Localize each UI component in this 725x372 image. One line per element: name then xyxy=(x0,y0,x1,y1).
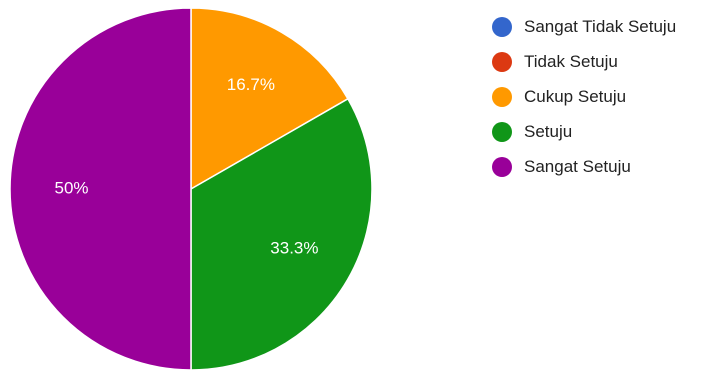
legend-item: Cukup Setuju xyxy=(492,79,676,114)
pie-slice-label: 50% xyxy=(55,178,89,197)
pie-slice-labels: 16.7% 33.3% 50% xyxy=(55,75,319,257)
legend-label: Cukup Setuju xyxy=(524,86,627,106)
legend-item: Sangat Tidak Setuju xyxy=(492,9,676,44)
pie-slice-setuju xyxy=(190,97,373,371)
legend-label: Tidak Setuju xyxy=(524,51,618,71)
legend-marker xyxy=(492,121,512,142)
pie-slices xyxy=(9,7,373,371)
legend-item: Sangat Setuju xyxy=(492,149,676,184)
pie-slice-label: 33.3% xyxy=(270,238,318,257)
pie-slice-sangat-setuju xyxy=(9,7,192,371)
pie-slice-label: 16.7% xyxy=(227,75,275,94)
legend-marker xyxy=(492,156,512,177)
legend-label: Sangat Setuju xyxy=(524,156,631,176)
legend-item: Tidak Setuju xyxy=(492,44,676,79)
legend-marker xyxy=(492,51,512,72)
legend: Sangat Tidak Setuju Tidak Setuju Cukup Set… xyxy=(492,9,676,184)
legend-label: Sangat Tidak Setuju xyxy=(524,16,677,36)
pie-slice-cukup-setuju xyxy=(190,7,349,191)
legend-item: Setuju xyxy=(492,114,676,149)
legend-marker xyxy=(492,86,512,107)
legend-marker xyxy=(492,16,512,37)
legend-label: Setuju xyxy=(524,121,573,141)
